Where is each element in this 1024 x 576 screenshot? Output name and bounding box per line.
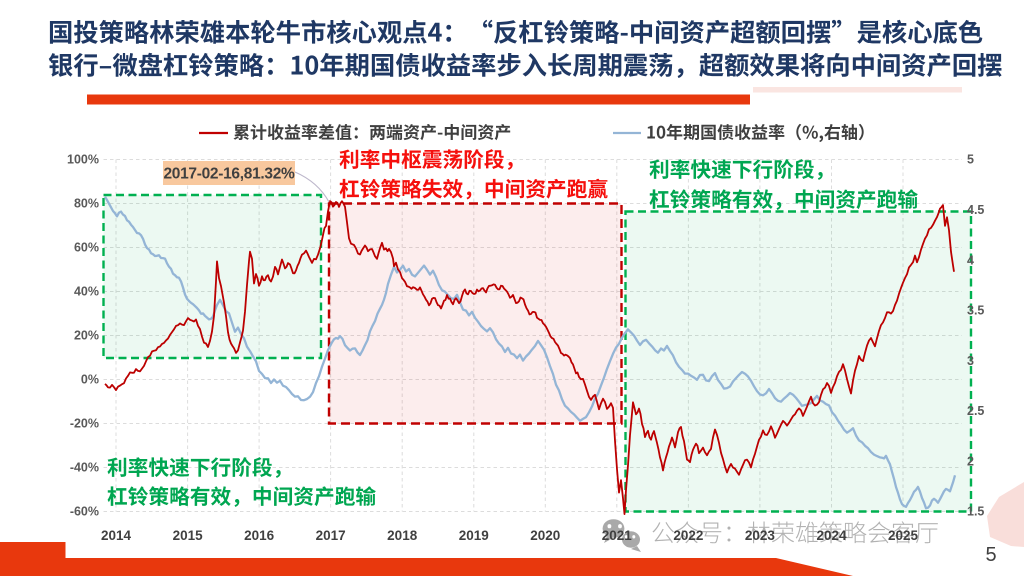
svg-text:40%: 40% xyxy=(74,285,99,299)
svg-text:2023: 2023 xyxy=(745,528,776,543)
svg-text:2024: 2024 xyxy=(816,528,847,543)
svg-text:2020: 2020 xyxy=(530,528,560,543)
svg-text:3.5: 3.5 xyxy=(967,304,984,318)
svg-text:2.5: 2.5 xyxy=(967,404,984,418)
svg-text:3: 3 xyxy=(967,354,974,368)
svg-text:-40%: -40% xyxy=(70,461,99,475)
svg-text:2016: 2016 xyxy=(244,528,275,543)
svg-text:0%: 0% xyxy=(81,373,99,387)
svg-text:-20%: -20% xyxy=(70,417,99,431)
svg-text:-60%: -60% xyxy=(70,505,99,519)
svg-text:5: 5 xyxy=(967,153,974,167)
svg-text:60%: 60% xyxy=(74,241,99,255)
svg-text:2018: 2018 xyxy=(387,528,418,543)
svg-text:2025: 2025 xyxy=(888,528,919,543)
svg-text:2017-02-16,81.32%: 2017-02-16,81.32% xyxy=(163,166,295,183)
svg-text:2015: 2015 xyxy=(173,528,204,543)
svg-text:5: 5 xyxy=(985,544,996,566)
svg-text:20%: 20% xyxy=(74,329,99,343)
svg-text:2: 2 xyxy=(967,454,974,468)
svg-text:2017: 2017 xyxy=(316,528,346,543)
svg-text:4: 4 xyxy=(967,253,974,267)
svg-text:4.5: 4.5 xyxy=(967,203,984,217)
svg-text:2019: 2019 xyxy=(459,528,489,543)
svg-text:80%: 80% xyxy=(74,197,99,211)
svg-text:2021: 2021 xyxy=(602,528,633,543)
svg-text:2022: 2022 xyxy=(673,528,703,543)
svg-text:100%: 100% xyxy=(67,153,99,167)
svg-text:1.5: 1.5 xyxy=(967,505,984,519)
svg-text:2014: 2014 xyxy=(101,528,132,543)
